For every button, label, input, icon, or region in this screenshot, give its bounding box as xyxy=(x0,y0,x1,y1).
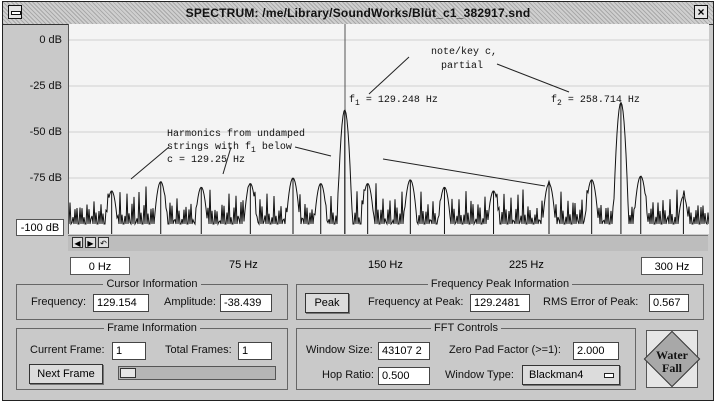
spectrum-svg xyxy=(69,24,709,234)
freq-at-peak-field[interactable]: 129.2481 xyxy=(470,294,530,312)
frame-info-title: Frame Information xyxy=(17,322,287,334)
reset-zoom-icon[interactable]: ↶ xyxy=(98,237,109,248)
waterfall-label-line1: Water xyxy=(656,348,688,362)
frame-slider[interactable] xyxy=(118,366,276,380)
zero-pad-label: Zero Pad Factor (>=1): xyxy=(449,344,561,356)
window-type-select[interactable]: Blackman4 xyxy=(522,365,620,385)
y-min-field[interactable]: -100 dB xyxy=(16,219,64,236)
fft-controls-title: FFT Controls xyxy=(297,322,635,334)
scroll-right-icon[interactable]: ▶ xyxy=(85,237,96,248)
title-bar[interactable]: SPECTRUM: /me/Library/SoundWorks/Blüt_c1… xyxy=(3,2,713,25)
freq-at-peak-label: Frequency at Peak: xyxy=(368,296,464,308)
frame-slider-thumb[interactable] xyxy=(120,368,136,378)
y-label-50db: -50 dB xyxy=(29,126,62,138)
amplitude-field[interactable]: -38.439 xyxy=(220,294,272,312)
note-leader-2 xyxy=(496,63,570,93)
frequency-field[interactable]: 129.154 xyxy=(93,294,149,312)
window-size-label: Window Size: xyxy=(306,344,373,356)
f1-annotation: f1 = 129.248 Hz xyxy=(349,95,438,108)
x-min-field[interactable]: 0 Hz xyxy=(70,257,130,275)
hop-ratio-field[interactable]: 0.500 xyxy=(378,367,430,385)
harm-annotation-line3: c = 129.25 Hz xyxy=(167,155,246,166)
x-tick-75: 75 Hz xyxy=(229,259,258,271)
x-max-field[interactable]: 300 Hz xyxy=(641,257,703,275)
harm-leader-2 xyxy=(222,146,232,175)
rms-error-field[interactable]: 0.567 xyxy=(649,294,689,312)
window-type-value: Blackman4 xyxy=(529,369,584,381)
x-tick-225: 225 Hz xyxy=(509,259,544,271)
close-icon[interactable]: × xyxy=(694,5,708,19)
window-title: SPECTRUM: /me/Library/SoundWorks/Blüt_c1… xyxy=(185,6,531,20)
cursor-info-panel: Cursor Information xyxy=(16,278,288,320)
harm-leader-1 xyxy=(130,146,170,180)
y-label-25db: -25 dB xyxy=(29,80,62,92)
note-annotation-line1: note/key c, xyxy=(431,47,498,58)
hop-ratio-label: Hop Ratio: xyxy=(322,369,374,381)
x-tick-150: 150 Hz xyxy=(368,259,403,271)
spectrum-line xyxy=(69,101,709,226)
amplitude-label: Amplitude: xyxy=(164,296,216,308)
note-leader-1 xyxy=(368,56,410,95)
next-frame-button[interactable]: Next Frame xyxy=(29,364,103,384)
window-size-field[interactable]: 43107 2 xyxy=(378,342,430,360)
harm-annotation-line1: Harmonics from undamped xyxy=(167,129,306,140)
rms-error-label: RMS Error of Peak: xyxy=(543,296,639,308)
plot-scrollbar[interactable]: ◀ ▶ ↶ xyxy=(68,235,708,251)
zero-pad-field[interactable]: 2.000 xyxy=(573,342,619,360)
harm-leader-3 xyxy=(294,146,332,157)
y-label-75db: -75 dB xyxy=(29,172,62,184)
peak-marks xyxy=(111,102,684,234)
note-annotation-line2: partial xyxy=(441,61,484,72)
f2-annotation: f2 = 258.714 Hz xyxy=(551,95,640,108)
spectrum-plot[interactable]: note/key c, partial f1 = 129.248 Hz f2 =… xyxy=(68,24,709,234)
window-type-label: Window Type: xyxy=(445,369,514,381)
frequency-label: Frequency: xyxy=(31,296,87,308)
current-frame-field[interactable]: 1 xyxy=(112,342,146,360)
waterfall-label-line2: Fall xyxy=(662,361,682,375)
harm-annotation-line2: strings with f1 below xyxy=(167,142,292,155)
peak-button[interactable]: Peak xyxy=(305,293,349,313)
cursor-info-title: Cursor Information xyxy=(17,278,287,290)
total-frames-label: Total Frames: xyxy=(165,344,232,356)
scroll-left-icon[interactable]: ◀ xyxy=(72,237,83,248)
peak-info-title: Frequency Peak Information xyxy=(297,278,703,290)
dropdown-icon xyxy=(604,373,614,378)
window-menu-button[interactable] xyxy=(8,5,22,19)
harm-leader-4 xyxy=(382,158,546,187)
waterfall-button[interactable]: Water Fall xyxy=(643,330,701,388)
total-frames-field[interactable]: 1 xyxy=(238,342,272,360)
current-frame-label: Current Frame: xyxy=(30,344,105,356)
y-label-0db: 0 dB xyxy=(39,34,62,46)
